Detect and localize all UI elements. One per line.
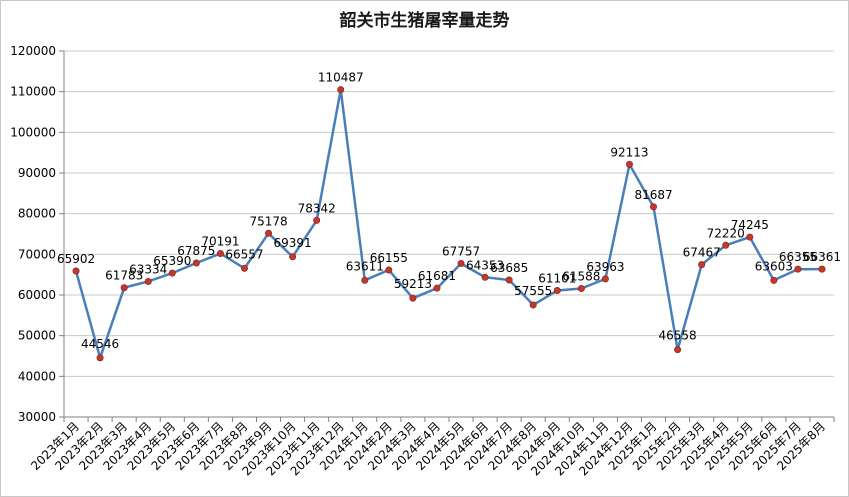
data-label: 61588 xyxy=(562,270,600,284)
y-tick-label: 90000 xyxy=(18,166,56,180)
data-label: 66355 xyxy=(779,250,817,264)
axes xyxy=(59,50,835,422)
data-point xyxy=(337,86,345,94)
data-label: 63611 xyxy=(346,259,384,273)
data-point xyxy=(96,354,104,362)
data-label: 67875 xyxy=(177,244,215,258)
data-label: 78342 xyxy=(298,201,336,215)
data-labels: 65902 44546 617836333465390678757019166557… xyxy=(57,71,841,351)
series-line-layer xyxy=(74,88,823,360)
data-label: 61101 xyxy=(538,272,576,286)
series-line xyxy=(74,88,823,360)
x-axis-ticks: 2023年1月2023年2月2023年3月2023年4月2023年5月2023年… xyxy=(28,419,828,478)
data-point xyxy=(216,250,224,258)
data-label: 64353 xyxy=(466,258,504,272)
data-label: 63685 xyxy=(490,261,528,275)
data-label: 110487 xyxy=(318,71,364,85)
data-label: 74245 xyxy=(731,218,769,232)
data-label: 46558 xyxy=(659,329,697,343)
y-tick-label: 50000 xyxy=(18,329,56,343)
y-tick-label: 80000 xyxy=(18,207,56,221)
y-tick-label: 110000 xyxy=(10,85,56,99)
data-label: 57555 xyxy=(514,284,552,298)
data-label: 81687 xyxy=(634,188,672,202)
data-point xyxy=(433,284,441,292)
data-point xyxy=(385,266,393,274)
data-label: 59213 xyxy=(394,277,432,291)
y-tick-label: 30000 xyxy=(18,410,56,424)
y-tick-label: 100000 xyxy=(10,125,56,139)
gridlines xyxy=(64,50,834,418)
y-tick-label: 70000 xyxy=(18,247,56,261)
data-point xyxy=(289,253,297,261)
chart-title: 韶关市生猪屠宰量走势 xyxy=(339,11,510,31)
data-label: 70191 xyxy=(201,235,239,249)
data-point xyxy=(120,284,128,292)
data-point xyxy=(818,265,826,273)
y-tick-label: 40000 xyxy=(18,369,56,383)
data-point xyxy=(361,276,369,284)
y-axis-ticks: 30000 40000 50000 60000 70000 80000 90000 10000… xyxy=(10,44,56,424)
data-point xyxy=(457,259,465,267)
data-label: 65902 xyxy=(57,252,95,266)
y-tick-label: 60000 xyxy=(18,288,56,302)
data-label: 65390 xyxy=(153,254,191,268)
data-label: 69391 xyxy=(274,236,312,250)
data-label: 92113 xyxy=(610,145,648,159)
data-point xyxy=(794,265,802,273)
data-label: 63963 xyxy=(586,260,624,274)
data-point xyxy=(553,287,561,295)
data-point xyxy=(72,267,80,275)
data-point xyxy=(650,203,658,211)
data-points xyxy=(72,86,826,362)
data-point xyxy=(770,276,778,284)
data-point xyxy=(529,301,537,309)
data-label: 67467 xyxy=(683,246,721,260)
data-point xyxy=(144,277,152,285)
data-label: 44546 xyxy=(81,337,119,351)
data-point xyxy=(577,285,585,293)
data-point xyxy=(168,269,176,277)
y-tick-label: 120000 xyxy=(10,44,56,58)
data-label: 75178 xyxy=(249,214,287,228)
data-point xyxy=(192,259,200,267)
data-point xyxy=(313,216,321,224)
data-label: 67757 xyxy=(442,244,480,258)
data-label: 66361 xyxy=(803,250,841,264)
data-label: 61681 xyxy=(418,269,456,283)
data-label: 61783 xyxy=(105,269,143,283)
data-point xyxy=(601,275,609,283)
data-point xyxy=(481,273,489,281)
data-point xyxy=(240,264,248,272)
data-label: 72220 xyxy=(707,226,745,240)
data-label: 63334 xyxy=(129,262,167,276)
data-point xyxy=(722,241,730,249)
data-point xyxy=(674,346,682,354)
data-label: 66557 xyxy=(225,247,263,261)
data-point xyxy=(265,229,273,237)
data-point xyxy=(505,276,513,284)
data-point xyxy=(698,261,706,269)
data-label: 63603 xyxy=(755,259,793,273)
data-point xyxy=(409,294,417,302)
data-point xyxy=(746,233,754,241)
data-label: 66155 xyxy=(370,251,408,265)
data-point xyxy=(625,160,633,168)
